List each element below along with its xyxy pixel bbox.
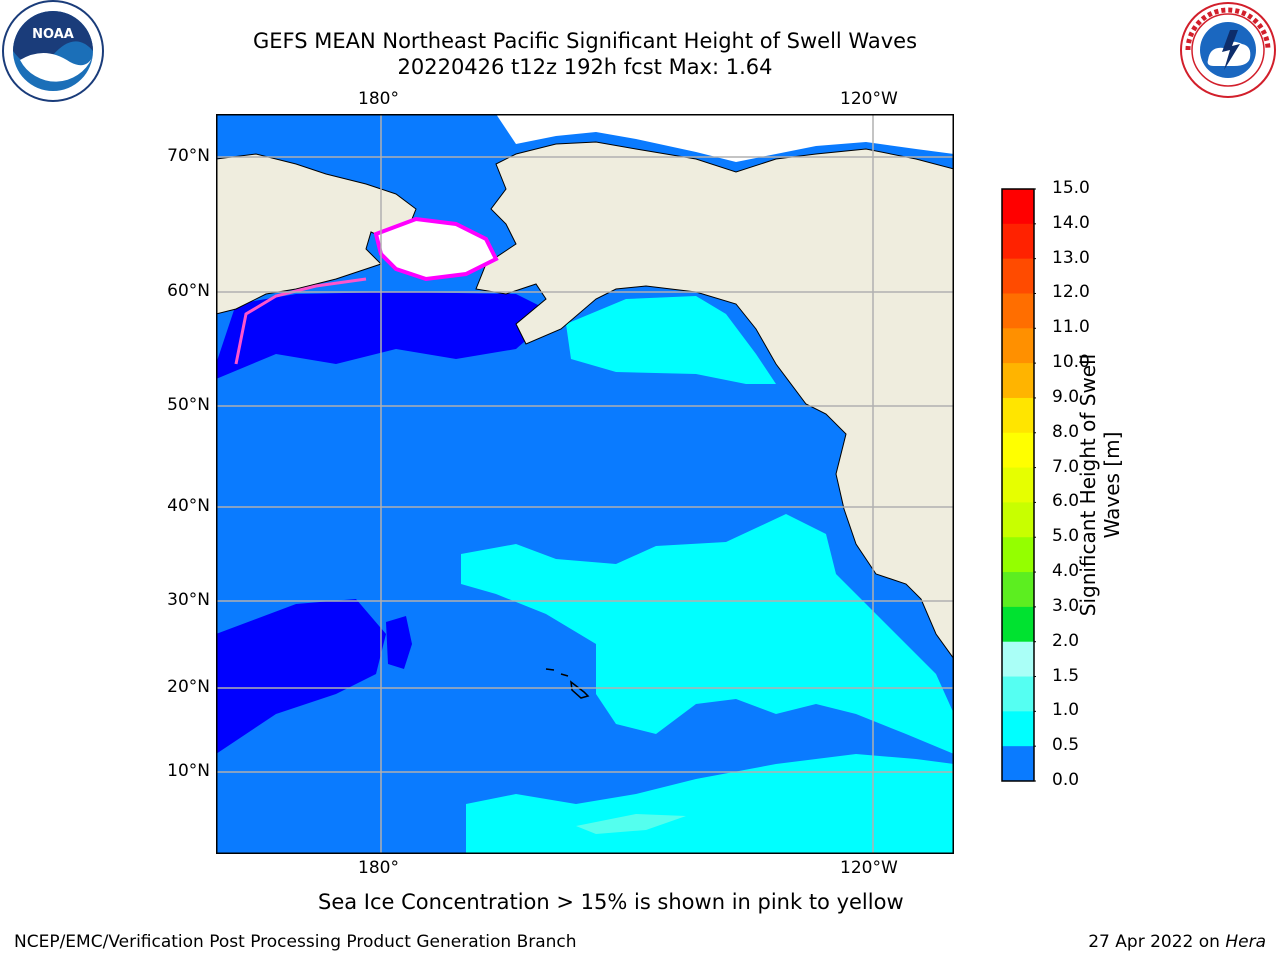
footer-date: 27 Apr 2022 on Hera: [1088, 932, 1266, 952]
footer-credit: NCEP/EMC/Verification Post Processing Pr…: [14, 932, 577, 952]
colorbar-tick-label: 2.0: [1052, 630, 1080, 651]
lat-label-70n: 70°N: [167, 146, 210, 166]
noaa-logo-text: NOAA: [32, 27, 74, 42]
footer-host: Hera: [1225, 932, 1266, 952]
colorbar-band: [1002, 363, 1034, 399]
colorbar-band: [1002, 258, 1034, 294]
lon-label-top-120w: 120°W: [840, 89, 898, 109]
colorbar-tick-label: 13.0: [1052, 247, 1090, 268]
colorbar-band: [1002, 711, 1034, 747]
colorbar-band: [1002, 467, 1034, 503]
colorbar-tick-label: 6.0: [1052, 491, 1080, 512]
colorbar-tick-label: 0.5: [1052, 735, 1080, 756]
colorbar-tick-label: 8.0: [1052, 421, 1080, 442]
land-alaska-canada: [475, 141, 954, 660]
low-swell-region-islet: [386, 616, 412, 669]
colorbar-band: [1002, 502, 1034, 538]
colorbar-tick-label: 9.0: [1052, 386, 1080, 407]
lon-label-bottom-120w: 120°W: [840, 858, 898, 878]
chart-subtitle: 20220426 t12z 192h fcst Max: 1.64: [397, 55, 773, 79]
colorbar-band: [1002, 397, 1034, 434]
chart-title: GEFS MEAN Northeast Pacific Significant …: [252, 29, 918, 53]
colorbar-tick-label: 11.0: [1052, 317, 1090, 338]
colorbar-tick-label: 3.0: [1052, 595, 1080, 616]
colorbar-band: [1002, 676, 1034, 712]
arctic-ocean-area: [496, 114, 954, 162]
high-swell-region-central: [461, 514, 954, 754]
colorbar-tick-label: 1.0: [1052, 700, 1080, 721]
lat-label-60n: 60°N: [167, 281, 210, 301]
lat-label-10n: 10°N: [167, 761, 210, 781]
nws-logo-icon: [1180, 2, 1276, 98]
footer-date-text: 27 Apr 2022 on: [1088, 932, 1226, 952]
sea-ice-bering: [373, 216, 499, 282]
colorbar-band: [1002, 432, 1034, 469]
lat-label-20n: 20°N: [167, 677, 210, 697]
sea-ice-edge-west: [234, 277, 367, 365]
colorbar-tick-label: 1.5: [1052, 665, 1080, 686]
lat-label-30n: 30°N: [167, 590, 210, 610]
colorbar-tick-label: 15.0: [1052, 178, 1090, 198]
high-swell-region-gulf: [566, 296, 776, 384]
colorbar-band: [1002, 293, 1034, 329]
colorbar: [1001, 188, 1036, 782]
swell-height-map: [216, 114, 954, 854]
swell-band-south: [576, 814, 686, 834]
sea-ice-caption: Sea Ice Concentration > 15% is shown in …: [318, 890, 904, 914]
colorbar-tick-label: 0.0: [1052, 770, 1080, 790]
colorbar-frame: [1001, 188, 1035, 782]
colorbar-band: [1002, 328, 1034, 364]
colorbar-tick-label: 10.0: [1052, 352, 1090, 373]
colorbar-band: [1002, 641, 1034, 678]
lat-label-40n: 40°N: [167, 496, 210, 516]
colorbar-band: [1002, 223, 1034, 260]
colorbar-tick-label: 12.0: [1052, 282, 1090, 303]
lon-label-top-180: 180°: [358, 89, 399, 109]
colorbar-band: [1002, 746, 1034, 782]
noaa-logo-icon: NOAA: [2, 0, 104, 102]
colorbar-tick-label: 4.0: [1052, 561, 1080, 582]
colorbar-band: [1002, 606, 1034, 643]
colorbar-title: Significant Height of Swell Waves [m]: [1076, 353, 1124, 617]
lon-label-bottom-180: 180°: [358, 858, 399, 878]
colorbar-band: [1002, 572, 1034, 608]
colorbar-band: [1002, 537, 1034, 573]
colorbar-tick-label: 14.0: [1052, 212, 1090, 233]
low-swell-region-southwest: [216, 599, 386, 754]
lat-label-50n: 50°N: [167, 395, 210, 415]
colorbar-tick-label: 7.0: [1052, 456, 1080, 477]
colorbar-tick-label: 5.0: [1052, 526, 1080, 547]
colorbar-band: [1002, 189, 1034, 225]
low-swell-region-north: [216, 292, 556, 379]
graticule: [216, 114, 954, 854]
